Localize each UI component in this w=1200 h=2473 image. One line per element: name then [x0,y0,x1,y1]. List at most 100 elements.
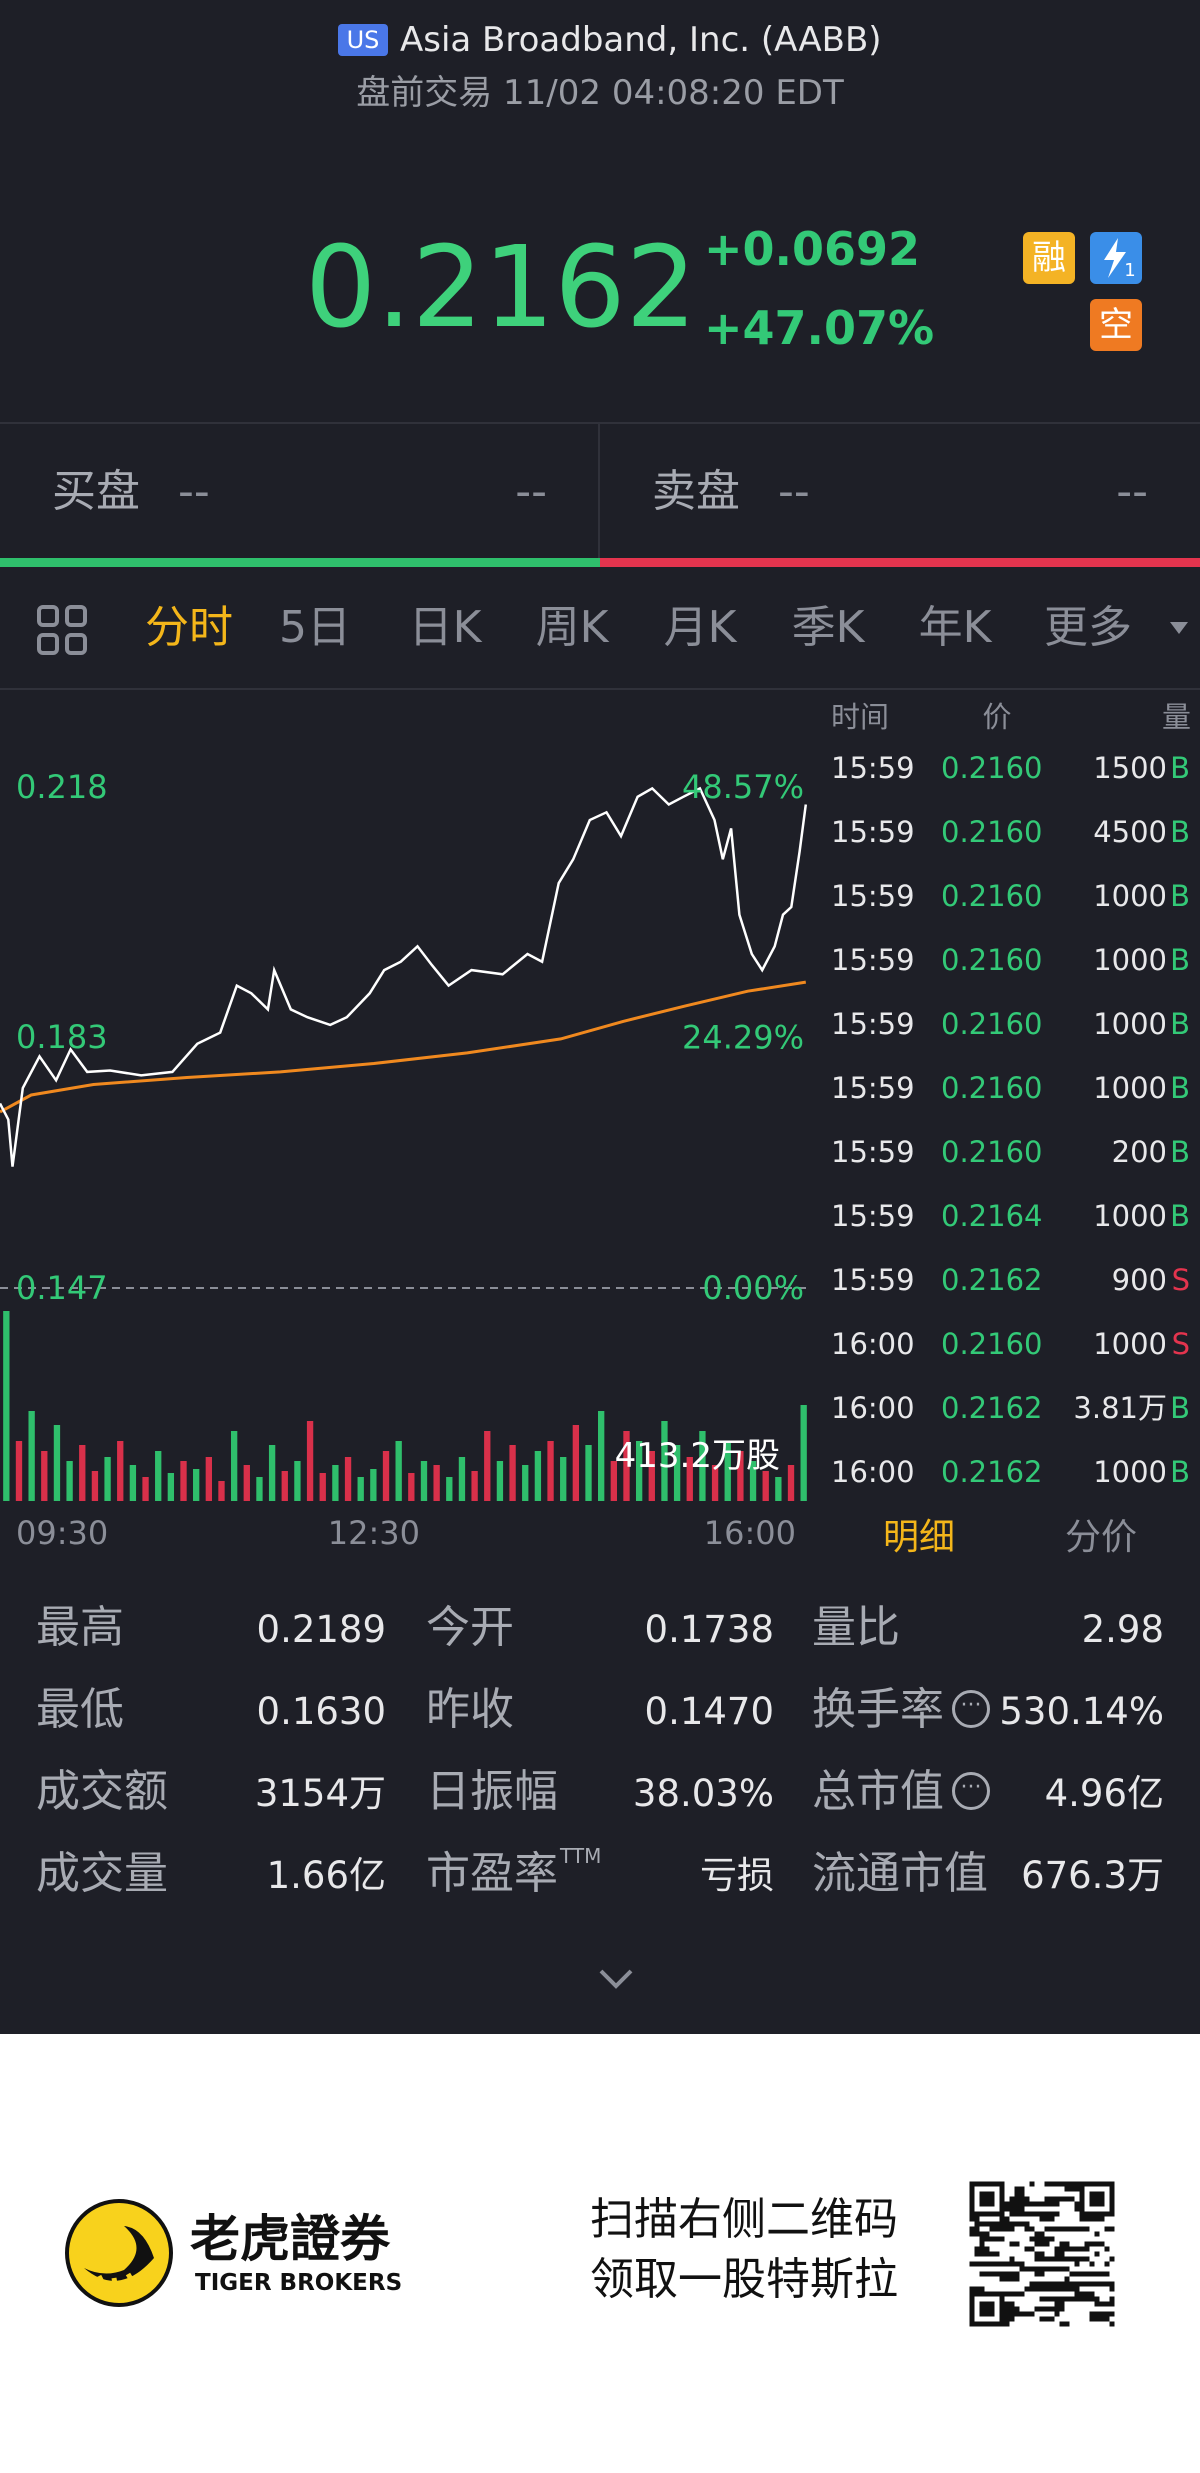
qr-cell [1054,2181,1060,2187]
qr-cell [1034,2201,1040,2207]
trade-time: 15:59 [831,943,915,977]
trade-size: 1000 [1093,1007,1167,1041]
stat-label: 换手率 [812,1684,944,1735]
qr-cell [1004,2311,1010,2317]
qr-finder [969,2181,1005,2217]
qr-cell [1054,2246,1060,2252]
volume-bar [522,1465,529,1501]
qr-cell [1074,2281,1080,2287]
volume-bar [737,1451,744,1501]
qr-cell [1014,2311,1020,2317]
info-icon[interactable]: ··· [952,1690,990,1728]
price-tab[interactable]: 分价 [1064,1517,1138,1558]
qr-cell [1024,2211,1030,2217]
volume-bar [155,1451,162,1501]
qr-cell [969,2286,975,2292]
volume-bar [357,1477,364,1501]
tab[interactable]: 分时 [145,602,233,653]
detail-tab[interactable]: 明细 [882,1517,956,1558]
qr-cell [1099,2216,1105,2222]
qr-cell [1089,2281,1095,2287]
tab[interactable]: 季K [791,602,865,653]
tab[interactable]: 年K [918,602,992,653]
volume-bar [484,1431,491,1501]
volume-bar [319,1473,326,1501]
qr-cell [1109,2281,1115,2287]
qr-cell [1054,2256,1060,2262]
trade-time: 15:59 [831,879,915,913]
qr-cell [999,2216,1005,2222]
info-icon[interactable]: ··· [952,1772,990,1810]
short-badge[interactable]: 空 [1090,299,1142,351]
expand-chevron[interactable] [598,1968,634,1990]
qr-cell [1084,2291,1090,2297]
tab[interactable]: 日K [408,602,482,653]
qr-cell [1059,2281,1065,2287]
trade-price: 0.2162 [941,1391,1043,1425]
volume-bar [661,1421,668,1501]
tab[interactable]: 周K [535,602,609,653]
instant-badge[interactable]: 1 [1090,232,1142,284]
qr-cell [1034,2271,1040,2277]
volume-bar [382,1451,390,1501]
trade-size: 900 [1111,1263,1167,1297]
qr-cell [1014,2276,1020,2282]
qr-cell [1079,2296,1085,2302]
qr-cell [1099,2316,1105,2322]
volume-bar [496,1461,504,1501]
trade-size: 200 [1111,1135,1167,1169]
stat-value: 0.2189 [256,1608,386,1651]
qr-cell [1039,2281,1045,2287]
tab[interactable]: 5日 [279,602,351,653]
qr-cell [1054,2281,1060,2287]
qr-cell [1094,2316,1100,2322]
qr-cell [1029,2246,1035,2252]
qr-cell [1029,2226,1035,2232]
qr-cell [1009,2211,1015,2217]
qr-cell [1049,2256,1055,2262]
qr-cell [1004,2306,1010,2312]
stat-value: 0.1738 [644,1608,774,1651]
stat-label: 最高 [36,1602,124,1653]
more-arrow[interactable] [1168,620,1190,636]
stat-label: 流通市值 [812,1848,988,1899]
trade-price: 0.2160 [941,879,1043,913]
qr-cell [1029,2286,1035,2292]
qr-cell [1039,2296,1045,2302]
y2-tick-label: 24.29% [682,1018,804,1056]
qr-cell [1109,2286,1115,2292]
trade-side: B [1170,1007,1190,1041]
qr-cell [979,2231,985,2237]
layout-icon[interactable] [36,604,88,656]
stat-sup: TTM [560,1844,602,1868]
tab[interactable]: 月K [663,602,737,653]
qr-cell [1079,2256,1085,2262]
volume-bar [623,1431,630,1501]
qr-cell [1004,2276,1010,2282]
promo-line: 扫描右侧二维码 [590,2194,898,2245]
qr-cell [1074,2291,1080,2297]
qr-cell [1039,2251,1045,2257]
volume-bar [306,1421,314,1501]
price-line [0,786,808,1167]
qr-cell [1059,2226,1065,2232]
market-badge: US [338,24,388,56]
y-tick-label: 0.147 [16,1269,108,1307]
tab[interactable]: 更多 [1044,602,1132,653]
col-header: 量 [1161,700,1191,734]
qr-cell [1049,2306,1055,2312]
qr-cell [1074,2246,1080,2252]
stat-label: 市盈率 [426,1848,558,1899]
qr-finder [979,2191,995,2207]
qr-cell [974,2216,980,2222]
stat-label: 日振幅 [426,1766,558,1817]
qr-cell [1089,2291,1095,2297]
qr-cell [999,2236,1005,2242]
trade-side: B [1170,751,1190,785]
margin-badge[interactable]: 融 [1023,232,1075,284]
qr-cell [1019,2186,1025,2192]
qr-cell [1074,2271,1080,2277]
qr-cell [1054,2226,1060,2232]
trade-price: 0.2164 [941,1199,1043,1233]
qr-cell [1004,2291,1010,2297]
